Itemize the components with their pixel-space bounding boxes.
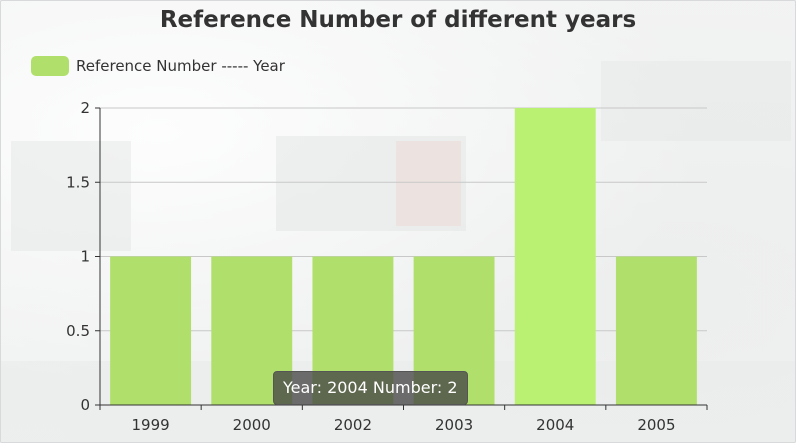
x-tick-label: 2003 (435, 416, 473, 434)
y-tick-label: 2 (80, 99, 90, 117)
bar[interactable] (110, 256, 192, 406)
x-tick-label: 2004 (536, 416, 574, 434)
bar[interactable] (615, 256, 697, 406)
legend-swatch[interactable] (31, 56, 69, 76)
bar[interactable] (514, 108, 596, 405)
chart-title: Reference Number of different years (159, 7, 637, 33)
legend-label[interactable]: Reference Number ----- Year (76, 57, 285, 75)
x-tick-label: 2000 (233, 416, 271, 434)
x-tick-label: 2002 (334, 416, 372, 434)
x-tick-label: 2005 (637, 416, 675, 434)
y-tick-label: 0.5 (66, 322, 90, 340)
x-tick-label: 1999 (131, 416, 169, 434)
y-tick-label: 0 (80, 396, 90, 414)
y-tick-label: 1 (80, 248, 90, 266)
legend[interactable]: Reference Number ----- Year (31, 56, 285, 76)
y-tick-label: 1.5 (66, 173, 90, 191)
tooltip: Year: 2004 Number: 2 (273, 371, 468, 405)
